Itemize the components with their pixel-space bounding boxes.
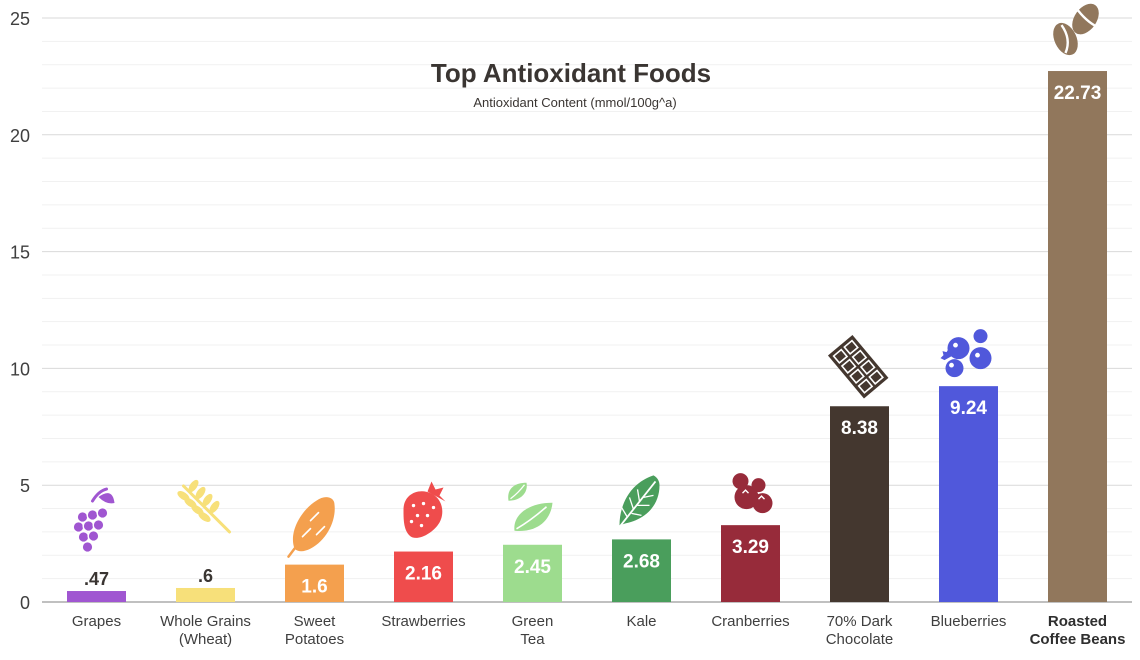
- y-axis: 0 5 10 15 20 25: [10, 9, 30, 613]
- y-tick-label: 5: [20, 476, 30, 496]
- bar: [285, 564, 344, 602]
- y-tick-label: 0: [20, 593, 30, 613]
- data-label: 22.73: [1054, 83, 1102, 104]
- food-icons: [72, 3, 1099, 558]
- cranberries-icon: [732, 473, 773, 514]
- x-tick-label: Strawberries: [381, 613, 465, 630]
- bar: [67, 591, 126, 602]
- data-label: 2.45: [514, 557, 551, 578]
- data-label: 9.24: [950, 398, 987, 419]
- data-label: .47: [84, 569, 109, 589]
- bar: [721, 525, 780, 602]
- x-tick-label: Blueberries: [931, 613, 1007, 630]
- bars: [67, 71, 1107, 602]
- data-label: 8.38: [841, 418, 878, 439]
- x-tick-label: Roasted Coffee Beans: [1030, 613, 1126, 648]
- kale-leaf-icon: [616, 475, 660, 530]
- data-label: 1.6: [301, 577, 327, 598]
- y-tick-label: 25: [10, 9, 30, 29]
- x-tick-label: 70% Dark Chocolate: [826, 613, 894, 648]
- bar: [176, 587, 235, 602]
- y-tick-label: 20: [10, 126, 30, 146]
- x-tick-label: Cranberries: [711, 613, 789, 630]
- x-axis: Grapes Whole Grains (Wheat) Sweet Potatoes St…: [72, 613, 1126, 648]
- x-tick-label: Grapes: [72, 613, 121, 630]
- blueberries-icon: [940, 329, 992, 378]
- chart-subtitle: Antioxidant Content (mmol/100g^a): [473, 95, 676, 110]
- y-tick-label: 10: [10, 359, 30, 379]
- coffee-bean-icon: [1053, 3, 1099, 56]
- bar: [503, 544, 562, 602]
- grapes-icon: [72, 487, 115, 554]
- data-label: 2.68: [623, 551, 660, 572]
- bar: [1048, 71, 1107, 602]
- x-tick-label: Kale: [626, 613, 656, 630]
- x-tick-label: Green Tea: [512, 613, 554, 648]
- wheat-icon: [177, 479, 231, 534]
- x-tick-label: Sweet Potatoes: [285, 613, 344, 648]
- bar: [830, 406, 889, 602]
- chocolate-bar-icon: [827, 334, 889, 399]
- data-label: 2.16: [405, 564, 442, 585]
- y-tick-label: 15: [10, 243, 30, 263]
- tea-leaves-icon: [508, 482, 553, 532]
- bar: [939, 386, 998, 602]
- value-labels: .47 .6 1.6 2.16 2.45 2.68 3.29 8.38 9.24 22.73: [84, 83, 1101, 598]
- bar: [612, 539, 671, 602]
- sweet-potato-icon: [287, 497, 335, 558]
- bar: [394, 551, 453, 602]
- chart-title: Top Antioxidant Foods: [431, 58, 711, 88]
- data-label: .6: [198, 566, 213, 586]
- x-tick-label: Whole Grains (Wheat): [160, 613, 251, 648]
- data-label: 3.29: [732, 537, 769, 558]
- strawberry-icon: [403, 481, 446, 538]
